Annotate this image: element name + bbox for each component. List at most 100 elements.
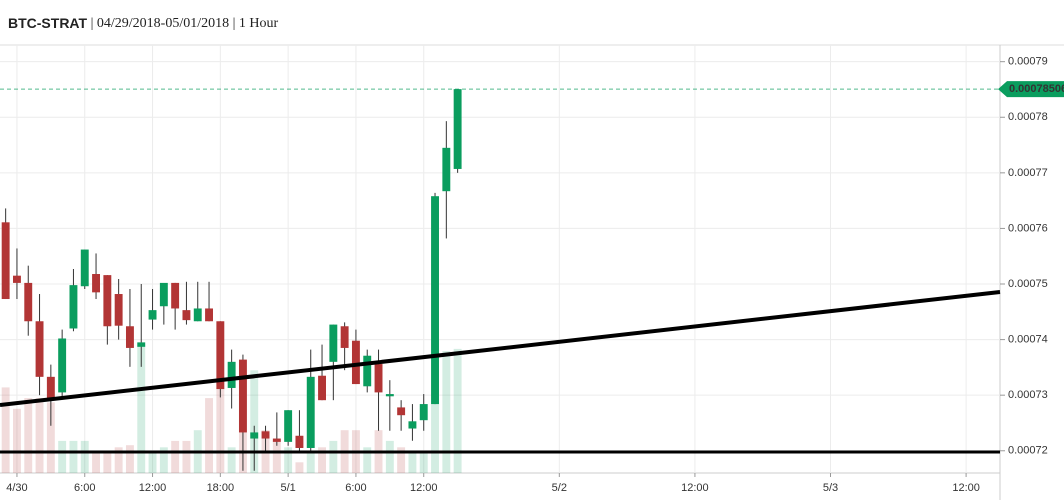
candle-body [261, 431, 270, 439]
x-tick-label: 4/30 [6, 482, 27, 494]
last-price-tag [998, 81, 1064, 98]
volume-bar [92, 451, 100, 473]
volume-bar [35, 398, 44, 473]
candle-body [103, 275, 112, 327]
volume-bar [318, 447, 326, 473]
candle-body [318, 375, 326, 401]
candle-body [1, 222, 10, 300]
date-range: 04/29/2018-05/01/2018 [97, 16, 229, 31]
candle-body [238, 359, 247, 433]
candle-body [340, 326, 349, 348]
volume-bar [137, 344, 146, 473]
separator: | [229, 16, 239, 31]
last-price-label: 0.00078506 [1009, 83, 1064, 95]
volume-bar [363, 447, 372, 473]
candle-body [114, 294, 123, 326]
candle-body [125, 326, 134, 348]
x-tick-label: 6:00 [345, 482, 366, 494]
candle-body [92, 274, 100, 293]
x-tick-label: 5/1 [280, 482, 295, 494]
y-tick-label: 0.00072 [1008, 445, 1048, 457]
x-tick-label: 5/3 [823, 482, 838, 494]
x-tick-label: 12:00 [139, 482, 167, 494]
trend-line [0, 290, 1001, 407]
volume-bar [125, 445, 134, 473]
y-tick-label: 0.00077 [1008, 167, 1048, 179]
candle-body [306, 376, 315, 448]
candle-body [46, 376, 55, 398]
volume-bar [159, 447, 168, 473]
candle-body [80, 249, 89, 287]
y-tick-label: 0.00073 [1008, 389, 1048, 401]
volume-bar [419, 451, 428, 473]
interval: 1 Hour [239, 16, 279, 31]
volume-bar [182, 440, 191, 473]
candle-body [227, 361, 236, 388]
x-tick-label: 12:00 [681, 482, 709, 494]
volume-bar [227, 447, 236, 473]
axes: 0.00072 0.00073 0.00074 0.00075 0.00076 0.000… [0, 56, 1064, 494]
candle-body [171, 282, 180, 309]
volume-bar [12, 408, 21, 473]
candle-body [58, 338, 67, 393]
candle-body [216, 321, 225, 390]
chart-title: BTC-STRAT | 04/29/2018-05/01/2018 | 1 Ho… [8, 15, 279, 32]
candle-body [419, 404, 428, 421]
volume-bar [295, 462, 304, 473]
volume-bar [205, 398, 213, 473]
candle-body [397, 407, 406, 416]
symbol: BTC-STRAT [8, 15, 88, 31]
candle-body [24, 282, 33, 322]
candle-body [385, 394, 394, 397]
volume-bar [24, 398, 33, 473]
candle-body [272, 438, 281, 442]
candle-body [159, 282, 168, 307]
candle-body [205, 308, 213, 322]
x-tick-label: 12:00 [410, 482, 438, 494]
volume-bar [103, 451, 112, 473]
x-tick-label: 6:00 [74, 482, 95, 494]
y-tick-label: 0.00078 [1008, 111, 1048, 123]
x-tick-label: 12:00 [952, 482, 980, 494]
separator: | [87, 16, 97, 31]
grid [0, 45, 1000, 473]
volume-bar [284, 447, 293, 473]
volume-bar [329, 440, 338, 473]
candle-body [12, 275, 21, 283]
candle-body [69, 285, 78, 329]
volume-bar [397, 447, 406, 473]
volume-bar [46, 402, 55, 473]
volume-bar [442, 351, 451, 473]
candle-body [431, 196, 439, 405]
y-tick-label: 0.00079 [1008, 56, 1048, 68]
volume-bar [171, 440, 180, 473]
y-tick-label: 0.00076 [1008, 222, 1048, 234]
volume-bar [250, 370, 259, 473]
candle-body [137, 342, 146, 347]
y-tick-label: 0.00074 [1008, 334, 1048, 346]
candle-body [453, 89, 462, 169]
volume-bar [453, 348, 462, 473]
volume-bar [272, 440, 281, 473]
volume-bar [69, 440, 78, 473]
candle-body [35, 321, 44, 377]
candle-body [442, 147, 451, 192]
y-tick-label: 0.00075 [1008, 278, 1048, 290]
candle-body [250, 432, 259, 439]
candle-body [193, 308, 202, 322]
candle-body [374, 364, 383, 393]
candle-body [351, 340, 360, 385]
volume-bar [216, 376, 225, 473]
volume-bar [1, 387, 10, 473]
volume-bar [58, 440, 67, 473]
candle-body [408, 421, 417, 429]
volume-bar [306, 451, 315, 473]
candle-body [148, 310, 157, 320]
volume-bar [114, 447, 123, 473]
candle-body [182, 310, 191, 321]
candle-body [363, 355, 372, 387]
volume-bar [385, 440, 394, 473]
candle-body [329, 324, 338, 362]
candle-body [284, 410, 293, 442]
